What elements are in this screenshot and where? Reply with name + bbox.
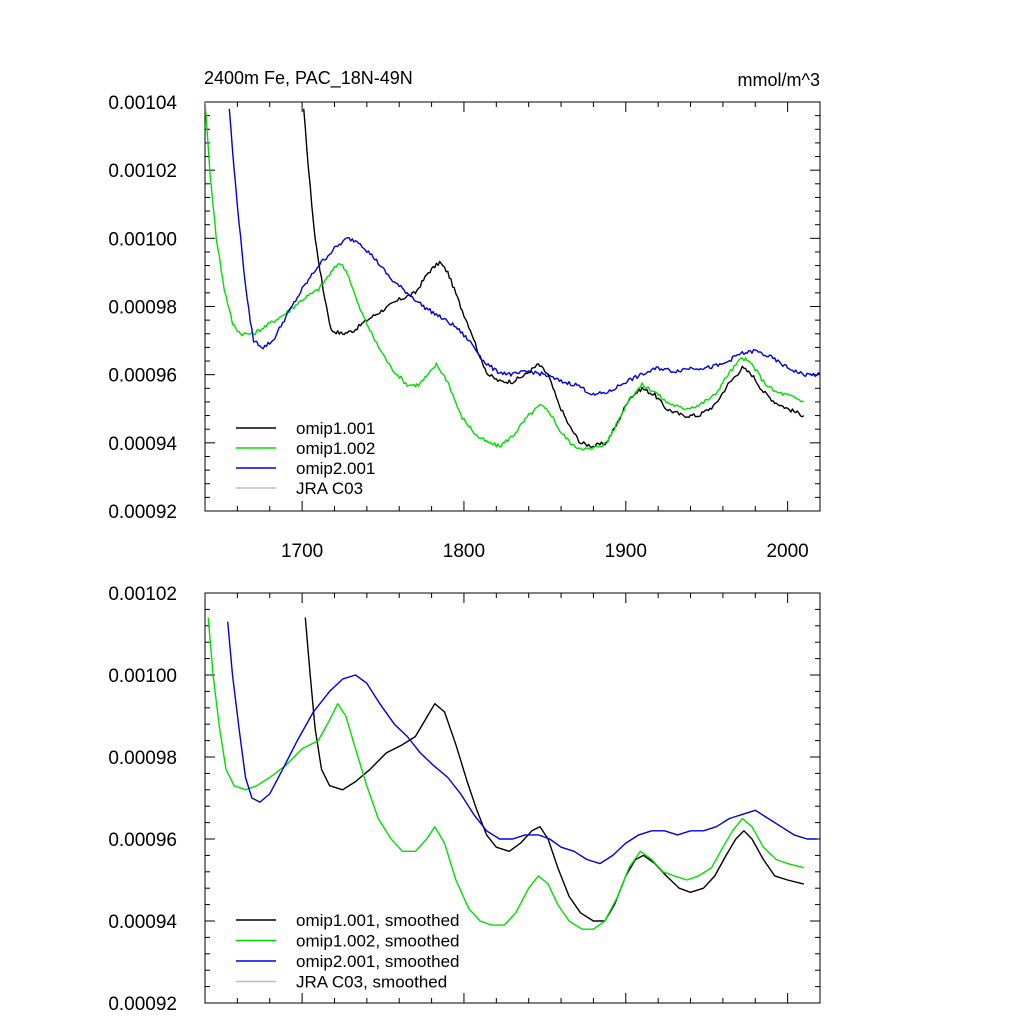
legend-label: JRA C03 [296, 479, 363, 498]
plot-frame [204, 592, 821, 1004]
legend: omip1.001, smoothed omip1.002, smoothedom… [236, 911, 460, 992]
y-tick-label: 0.00100 [108, 229, 177, 250]
y-tick-label: 0.00098 [108, 298, 177, 319]
top-panel-title-right: mmol/m^3 [738, 70, 820, 90]
legend-label: omip2.001 [296, 459, 375, 478]
y-tick-label: 0.00098 [108, 748, 177, 769]
legend-label: omip1.001 [296, 419, 375, 438]
top-panel: 2400m Fe, PAC_18N-49N mmol/m^3 1700 1800 1… [108, 68, 821, 562]
series-lines [207, 617, 817, 930]
legend-label: omip2.001, smoothed [296, 952, 460, 971]
series-line-omip2-001 [228, 108, 820, 396]
top-panel-title-left: 2400m Fe, PAC_18N-49N [204, 68, 413, 89]
y-tick-label: 0.00092 [108, 502, 177, 523]
legend-label: JRA C03, smoothed [296, 973, 447, 992]
y-tick-label: 0.00094 [108, 912, 177, 933]
y-tick-label: 0.00096 [108, 366, 177, 387]
legend-label: omip1.001, smoothed [296, 911, 460, 930]
x-tick-label: 1900 [605, 541, 647, 562]
y-tick-label: 0.00096 [108, 830, 177, 851]
series-line-omip2-001-smoothed [227, 621, 817, 865]
y-tick-label: 0.00092 [108, 994, 177, 1015]
series-line-omip1-002 [205, 102, 805, 451]
x-tick-label: 1700 [281, 541, 323, 562]
y-tick-label: 0.00100 [108, 666, 177, 687]
y-tick-label: 0.00104 [108, 93, 177, 114]
series-line-omip1-001 [303, 108, 805, 448]
y-tick-label: 0.00094 [108, 434, 177, 455]
series-lines [205, 102, 820, 451]
x-tick-label: 2000 [766, 541, 808, 562]
legend-label: omip1.002, smoothed [296, 932, 460, 951]
bottom-panel: 0.00092 0.00094 0.00096 0.00098 0.00100 0.001… [108, 584, 821, 1015]
y-tick-label: 0.00102 [108, 584, 177, 605]
y-tick-label: 0.00102 [108, 161, 177, 182]
legend-label: omip1.002 [296, 439, 375, 458]
x-tick-label: 1800 [443, 541, 485, 562]
series-line-omip1-002-smoothed [207, 617, 804, 930]
